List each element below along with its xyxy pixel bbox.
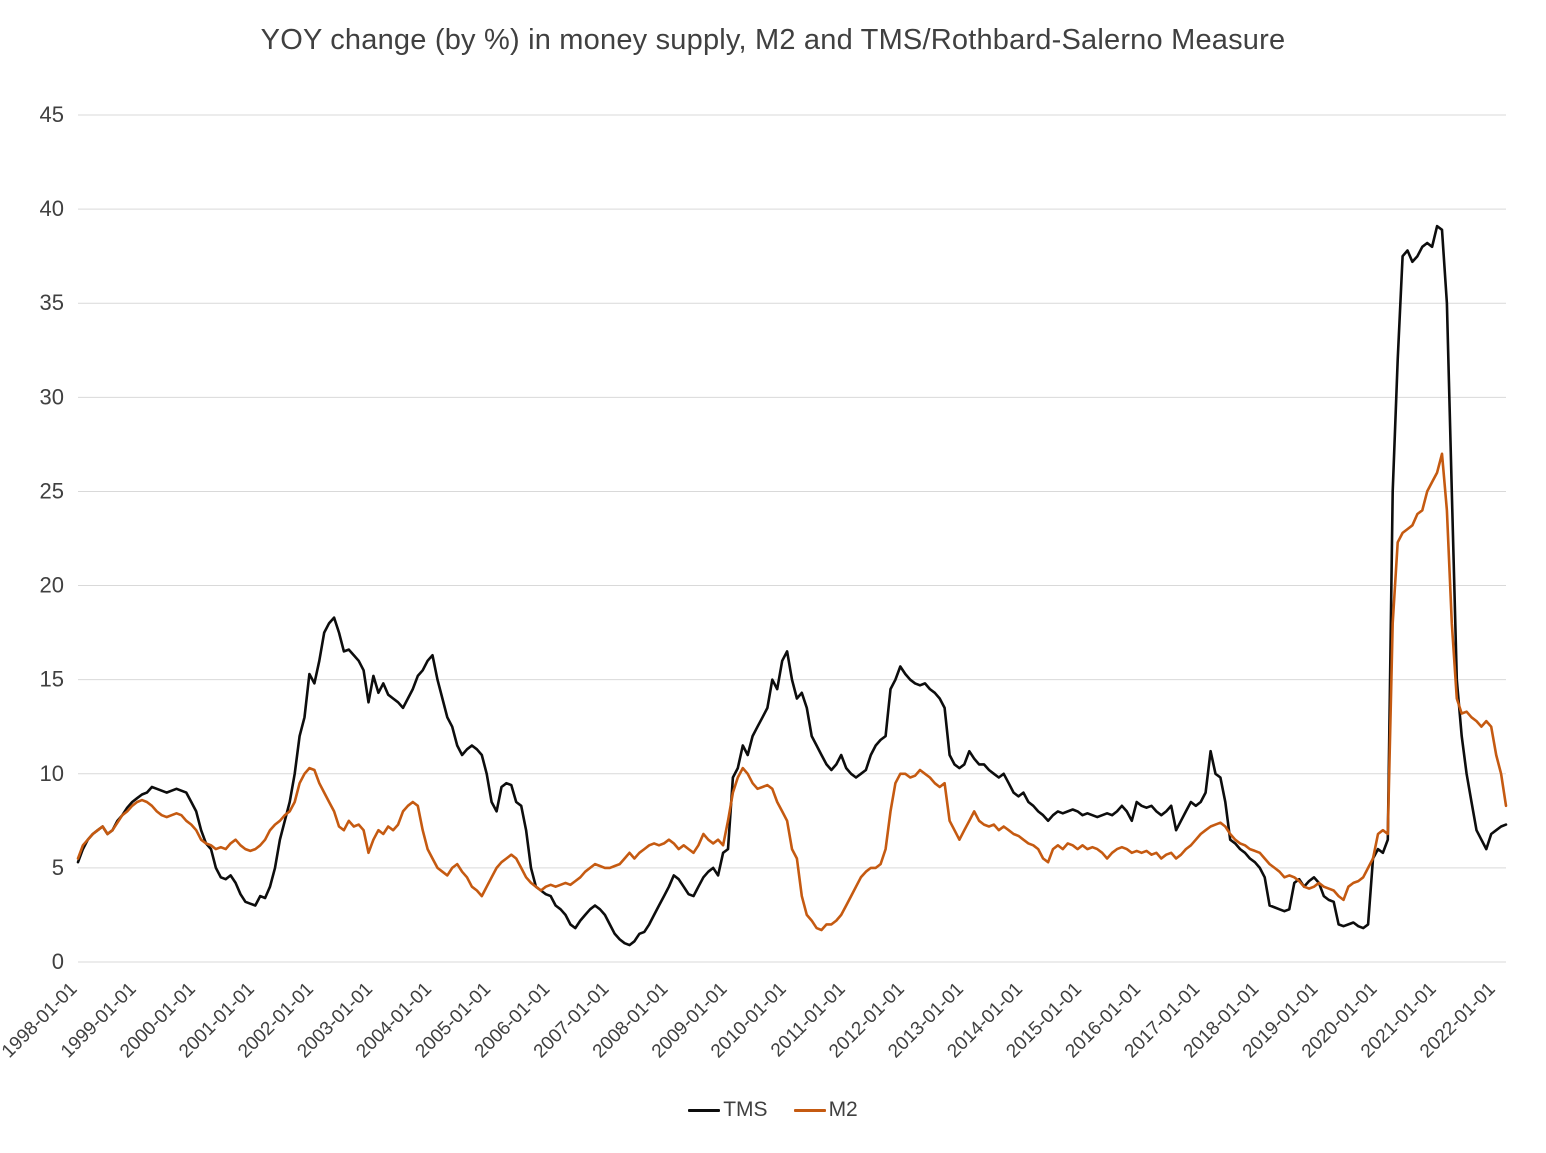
legend-label-tms: TMS [723, 1098, 768, 1121]
y-tick-label: 0 [52, 949, 64, 974]
tms-series-line [76, 224, 1508, 947]
y-tick-label: 25 [40, 478, 64, 503]
line-chart: 0510152025303540451998-01-011999-01-0120… [0, 102, 1508, 1062]
y-tick-label: 20 [40, 573, 64, 598]
y-tick-label: 5 [52, 855, 64, 880]
legend-item-tms: TMS [688, 1098, 768, 1122]
legend-label-m2: M2 [828, 1098, 858, 1121]
y-tick-label: 35 [40, 290, 64, 315]
m2-series-line [76, 452, 1508, 932]
y-tick-label: 15 [40, 667, 64, 692]
y-tick-label: 45 [40, 102, 64, 127]
y-tick-label: 30 [40, 384, 64, 409]
m2-line-swatch [793, 1108, 826, 1112]
chart-legend: TMS M2 [0, 1098, 1546, 1122]
chart-title: YOY change (by %) in money supply, M2 an… [260, 24, 1286, 56]
legend-item-m2: M2 [793, 1098, 858, 1122]
y-tick-label: 10 [40, 761, 64, 786]
tms-line-swatch [688, 1108, 721, 1112]
y-tick-label: 40 [40, 196, 64, 221]
